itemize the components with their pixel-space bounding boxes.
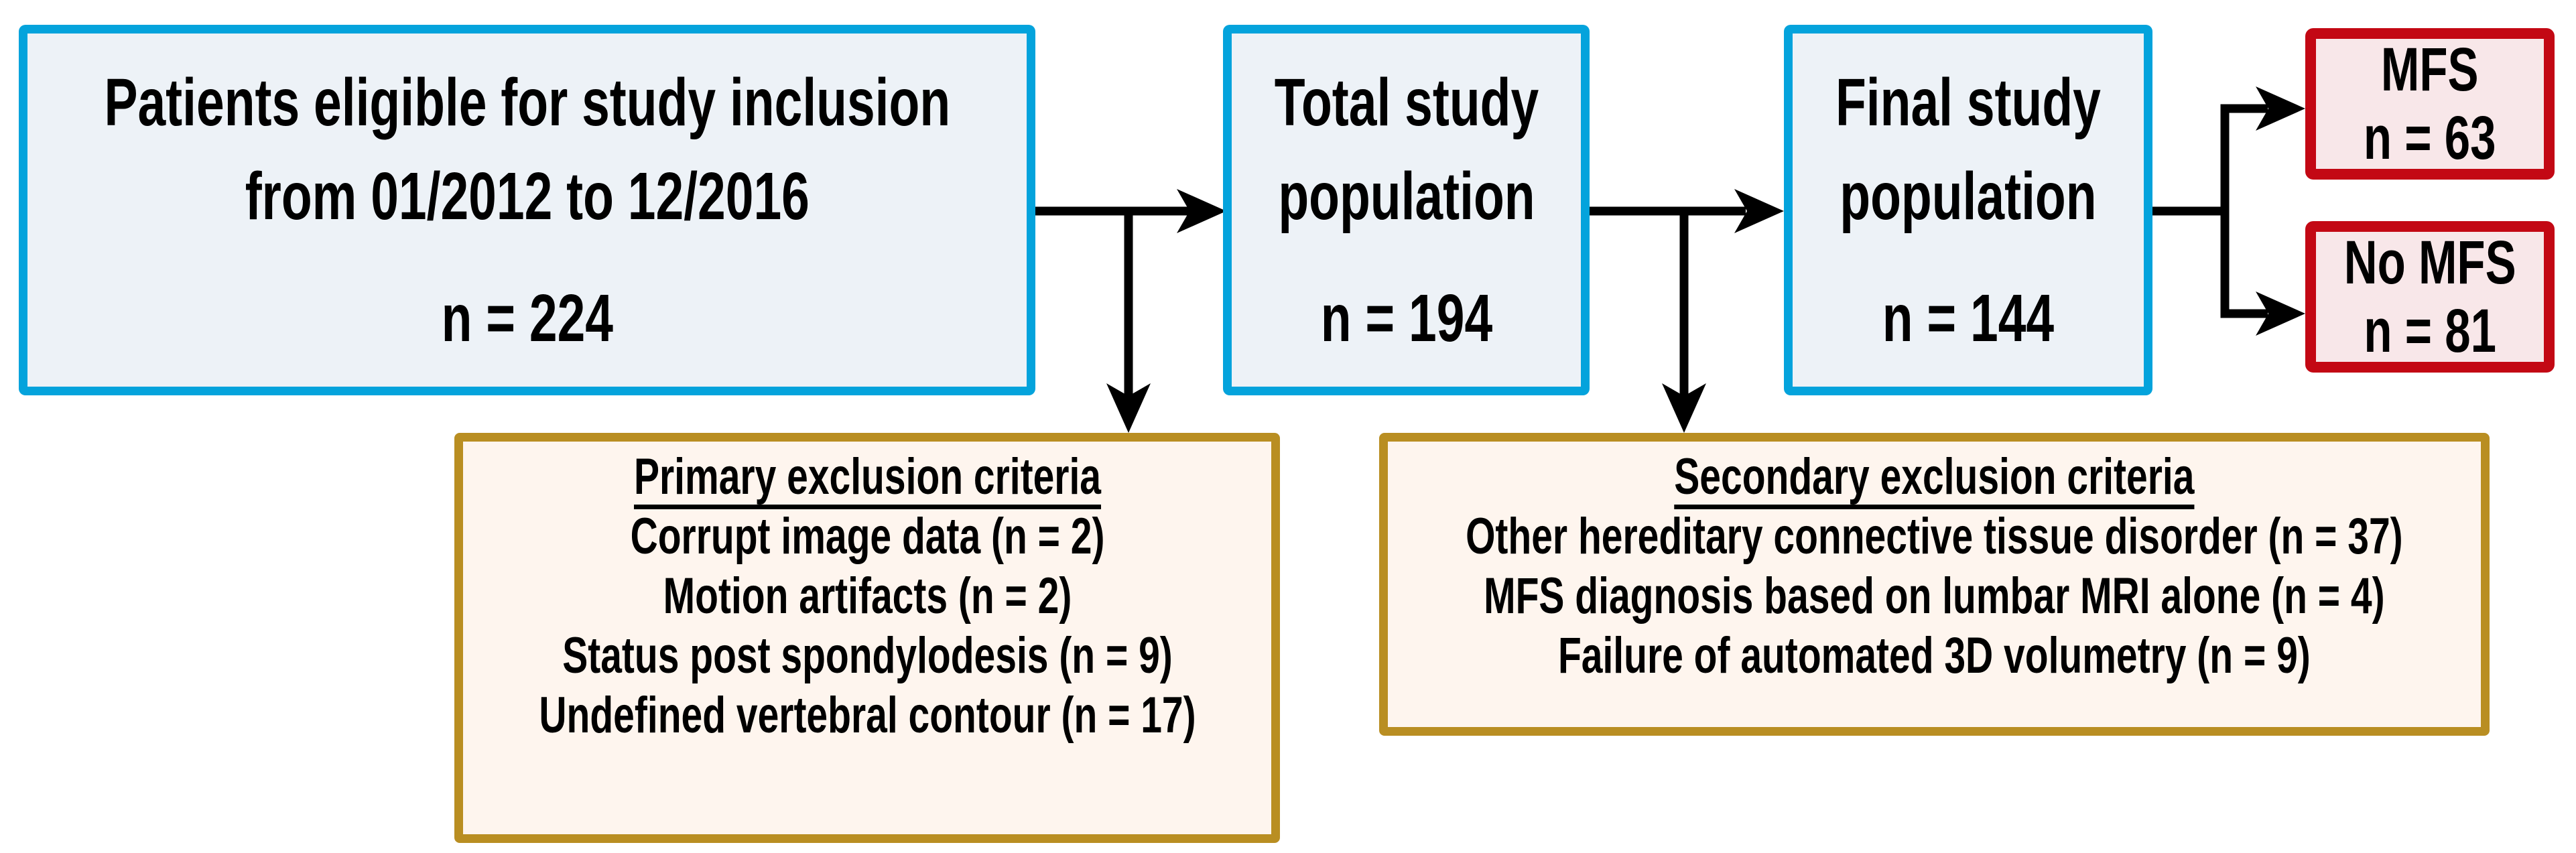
total-line1: Total study bbox=[1274, 64, 1539, 140]
mfs-label: MFS bbox=[2381, 36, 2479, 104]
arrow-to-primary-exclusion bbox=[1106, 211, 1151, 433]
mfs-n-value: n = 63 bbox=[2364, 104, 2496, 172]
arrow-final-to-mfs-groups bbox=[2152, 86, 2305, 336]
no-mfs-box-content: No MFS n = 81 bbox=[2344, 228, 2516, 365]
no-mfs-label: No MFS bbox=[2343, 228, 2516, 297]
primary-exclusion-content: Primary exclusion criteria Corrupt image… bbox=[539, 447, 1196, 745]
primary-exclusion-item: Status post spondylodesis (n = 9) bbox=[562, 627, 1173, 684]
eligible-line2: from 01/2012 to 12/2016 bbox=[245, 158, 810, 234]
primary-exclusion-item: Undefined vertebral contour (n = 17) bbox=[538, 687, 1196, 744]
arrow-total-to-final bbox=[1590, 189, 1784, 233]
primary-exclusion-box: Primary exclusion criteria Corrupt image… bbox=[454, 433, 1280, 843]
secondary-exclusion-item: MFS diagnosis based on lumbar MRI alone … bbox=[1484, 568, 2385, 625]
mfs-box-content: MFS n = 63 bbox=[2364, 36, 2496, 172]
final-population-box-content: Final study population n = 144 bbox=[1836, 56, 2101, 365]
final-population-box: Final study population n = 144 bbox=[1784, 25, 2152, 395]
total-n-value: n = 194 bbox=[1320, 280, 1492, 356]
primary-exclusion-item: Corrupt image data (n = 2) bbox=[630, 508, 1104, 565]
mfs-box: MFS n = 63 bbox=[2305, 28, 2555, 180]
eligible-box-content: Patients eligible for study inclusion fr… bbox=[104, 56, 950, 365]
arrow-eligible-to-total bbox=[1035, 189, 1226, 233]
eligible-n-value: n = 224 bbox=[441, 280, 613, 356]
secondary-exclusion-item: Other hereditary connective tissue disor… bbox=[1466, 508, 2403, 565]
primary-exclusion-item: Motion artifacts (n = 2) bbox=[663, 568, 1072, 625]
no-mfs-box: No MFS n = 81 bbox=[2305, 221, 2555, 373]
final-n-value: n = 144 bbox=[1882, 280, 2055, 356]
total-population-box-content: Total study population n = 194 bbox=[1274, 56, 1538, 365]
arrow-to-secondary-exclusion bbox=[1662, 211, 1706, 433]
secondary-exclusion-title: Secondary exclusion criteria bbox=[1674, 448, 2195, 505]
eligible-line1: Patients eligible for study inclusion bbox=[104, 64, 950, 140]
final-line1: Final study bbox=[1836, 64, 2101, 140]
secondary-exclusion-box: Secondary exclusion criteria Other hered… bbox=[1379, 433, 2490, 736]
final-line2: population bbox=[1840, 158, 2097, 234]
no-mfs-n-value: n = 81 bbox=[2364, 297, 2496, 365]
total-line2: population bbox=[1277, 158, 1535, 234]
secondary-exclusion-item: Failure of automated 3D volumetry (n = 9… bbox=[1558, 627, 2311, 684]
eligible-box: Patients eligible for study inclusion fr… bbox=[19, 25, 1035, 395]
total-population-box: Total study population n = 194 bbox=[1223, 25, 1590, 395]
primary-exclusion-title: Primary exclusion criteria bbox=[633, 448, 1101, 505]
secondary-exclusion-content: Secondary exclusion criteria Other hered… bbox=[1466, 447, 2403, 685]
